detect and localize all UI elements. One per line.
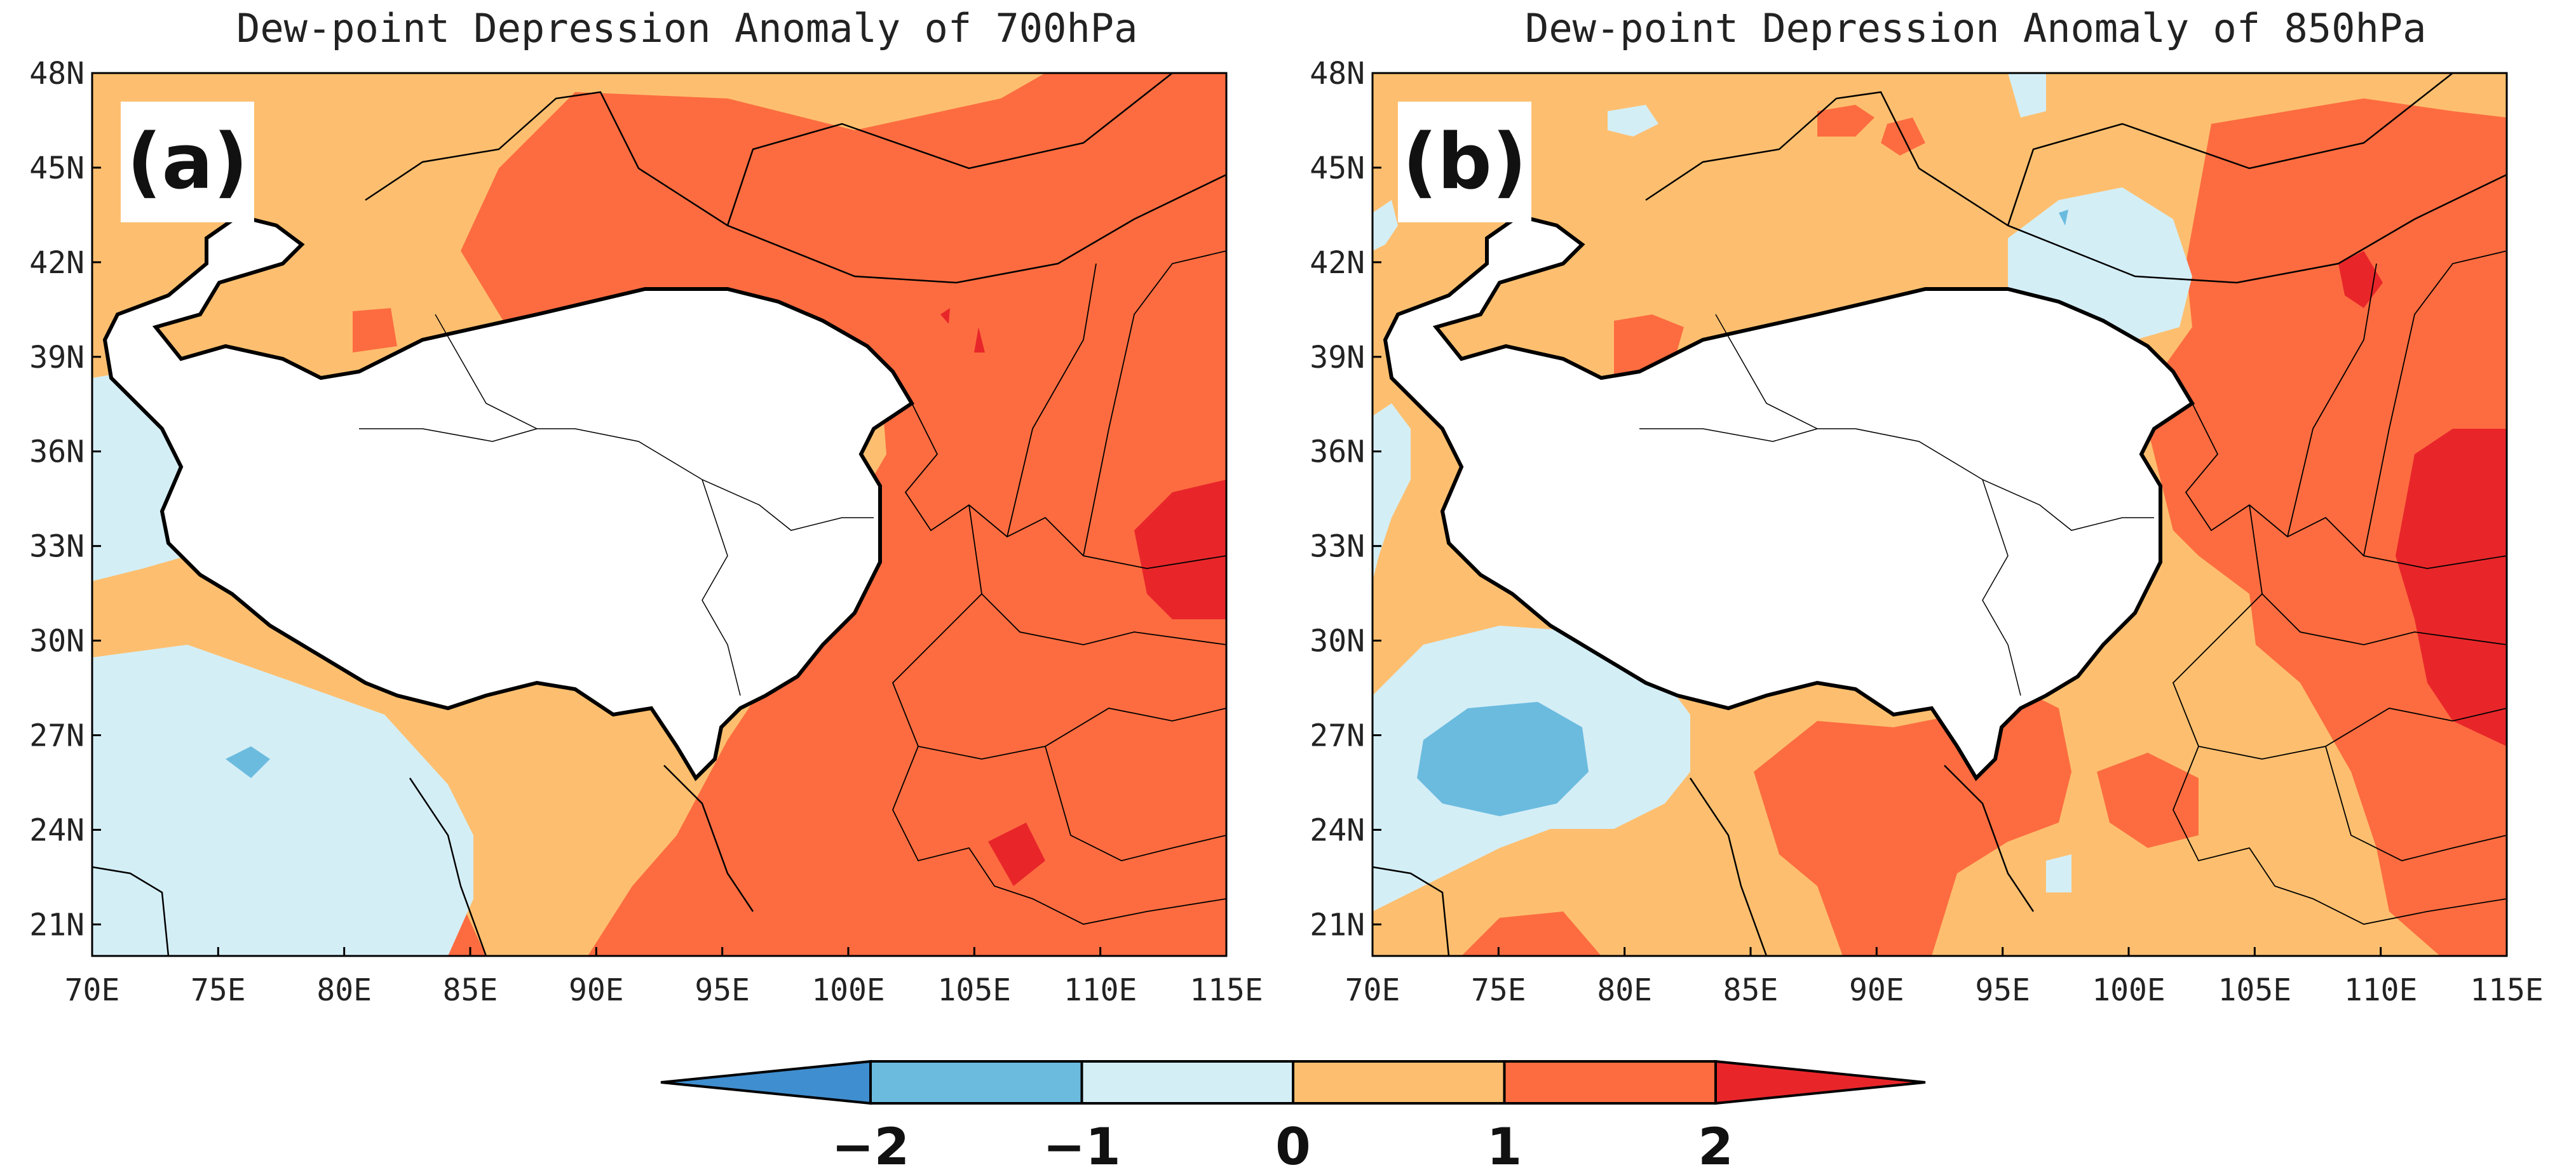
- lat-tick-label: 21N: [1310, 907, 1365, 943]
- anomaly-1-2-region: [1817, 105, 1874, 137]
- anomaly-1-2-region: [1461, 911, 1601, 956]
- country-border: [1645, 91, 2507, 284]
- lon-tick-label: 70E: [1345, 972, 1400, 1008]
- anomaly-gt-2-region: [940, 308, 985, 353]
- colorbar-label: 1: [1487, 1117, 1522, 1170]
- country-border: [365, 91, 1227, 284]
- country-border: [2007, 72, 2453, 226]
- anomaly-gt-2-region: [2396, 429, 2507, 746]
- anomaly-1-2-region: [353, 308, 397, 353]
- colorbar-label: 2: [1698, 1117, 1733, 1170]
- colorbar: −2 −1 0 1 2: [660, 1059, 1926, 1170]
- lon-tick-label: 115E: [1190, 972, 1263, 1008]
- lon-tick-label: 105E: [938, 972, 1012, 1008]
- colorbar-segment: [1503, 1060, 1717, 1105]
- country-border: [92, 765, 754, 957]
- colorbar-segment: [1714, 1059, 1926, 1105]
- panel-b-label: (b): [1398, 102, 1531, 222]
- anomaly-gt-2-region: [1134, 480, 1226, 619]
- province-boundary: [2172, 250, 2507, 925]
- lon-tick-label: 85E: [1723, 972, 1779, 1008]
- lon-tick-label: 90E: [1849, 972, 1904, 1008]
- colorbar-label: −2: [832, 1117, 910, 1170]
- map-frame: [1371, 72, 2508, 957]
- map-panel-b: [1371, 72, 2508, 957]
- lon-tick-label: 85E: [443, 972, 498, 1008]
- lat-tick-label: 33N: [1310, 529, 1365, 565]
- country-border: [726, 72, 1173, 226]
- lat-tick-label: 24N: [1310, 812, 1365, 848]
- anomaly-1-2-region: [2097, 753, 2199, 848]
- map-frame: [91, 72, 1228, 957]
- anomaly-neg1-neg2-region: [226, 746, 270, 778]
- lat-tick-label: 36N: [1310, 434, 1365, 470]
- colorbar-segment: [1080, 1060, 1294, 1105]
- lat-tick-label: 48N: [1310, 56, 1365, 91]
- lat-tick-label: 39N: [29, 340, 85, 375]
- colorbar-segment: [660, 1059, 872, 1105]
- lon-tick-label: 80E: [316, 972, 372, 1008]
- anomaly-0-neg1-region: [1373, 200, 1398, 251]
- lon-tick-label: 80E: [1597, 972, 1652, 1008]
- lat-tick-label: 24N: [29, 812, 85, 848]
- lat-tick-label: 27N: [29, 718, 85, 754]
- panel-a-title: Dew-point Depression Anomaly of 700hPa: [236, 5, 1138, 51]
- lon-tick-label: 95E: [1975, 972, 2030, 1008]
- anomaly-neg1-neg2-region: [2059, 210, 2068, 225]
- tibetan-plateau-mask: [1383, 213, 2195, 781]
- province-boundary: [891, 250, 1227, 925]
- lon-tick-label: 110E: [2344, 972, 2418, 1008]
- lat-tick-label: 45N: [29, 151, 85, 186]
- anomaly-1-2-region: [2148, 98, 2507, 956]
- lat-tick-label: 21N: [29, 907, 85, 943]
- lon-tick-label: 110E: [1064, 972, 1137, 1008]
- map-panel-a: [91, 72, 1228, 957]
- lat-tick-label: 42N: [1310, 245, 1365, 281]
- anomaly-0-neg1-region: [1608, 105, 1658, 137]
- lat-tick-label: 30N: [29, 624, 85, 659]
- lat-tick-label: 48N: [29, 56, 85, 91]
- colorbar-label: 0: [1275, 1117, 1311, 1170]
- province-boundary: [1639, 314, 2154, 696]
- lat-tick-label: 27N: [1310, 718, 1365, 754]
- anomaly-neg1-neg2-region: [1417, 702, 1589, 816]
- anomaly-0-neg1-region: [1373, 403, 1411, 581]
- anomaly-0-neg1-region: [92, 645, 473, 956]
- lon-tick-label: 105E: [2218, 972, 2292, 1008]
- lat-tick-label: 45N: [1310, 151, 1365, 186]
- anomaly-0-neg1-region: [2008, 73, 2046, 118]
- lon-tick-label: 115E: [2470, 972, 2544, 1008]
- lat-tick-label: 42N: [29, 245, 85, 281]
- lat-tick-label: 30N: [1310, 624, 1365, 659]
- lon-tick-label: 90E: [569, 972, 624, 1008]
- lon-tick-label: 75E: [1471, 972, 1526, 1008]
- lon-tick-label: 100E: [2092, 972, 2166, 1008]
- axis-labels: 48N 45N 42N 39N 36N 33N 30N 27N 24N 21N 70E 75E 80E 8…: [29, 56, 2544, 1008]
- colorbar-label: −1: [1043, 1117, 1121, 1170]
- lon-tick-label: 95E: [695, 972, 750, 1008]
- panel-a-label: (a): [121, 102, 254, 222]
- colorbar-segment: [1292, 1060, 1506, 1105]
- lon-tick-label: 70E: [65, 972, 120, 1008]
- lat-tick-label: 39N: [1310, 340, 1365, 375]
- colorbar-segment: [869, 1060, 1083, 1105]
- tibetan-plateau-mask: [102, 213, 915, 781]
- lon-tick-label: 75E: [191, 972, 246, 1008]
- panel-b-title: Dew-point Depression Anomaly of 850hPa: [1525, 5, 2427, 51]
- province-boundary: [359, 314, 874, 696]
- lat-tick-label: 33N: [29, 529, 85, 565]
- anomaly-gt-2-region: [988, 823, 1045, 886]
- country-border: [1372, 765, 2035, 957]
- anomaly-0-neg1-region: [2046, 854, 2071, 892]
- lat-tick-label: 36N: [29, 434, 85, 470]
- lon-tick-label: 100E: [811, 972, 885, 1008]
